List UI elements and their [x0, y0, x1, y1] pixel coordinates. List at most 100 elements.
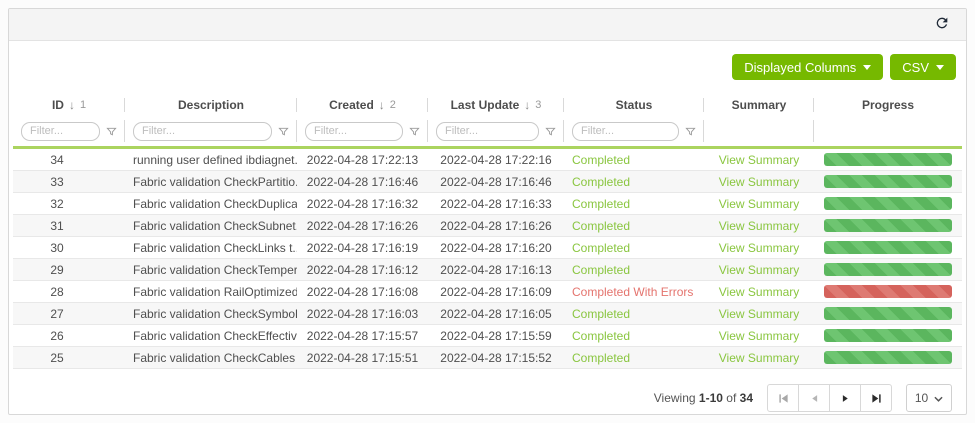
- header-cell-id[interactable]: ID ↓ 1: [13, 94, 125, 116]
- description-filter-input[interactable]: [133, 121, 272, 141]
- cell-id: 29: [50, 262, 64, 277]
- view-summary-link[interactable]: View Summary: [718, 152, 800, 167]
- cell-id: 28: [50, 284, 64, 299]
- table-actions: Displayed Columns CSV: [19, 54, 956, 80]
- csv-button[interactable]: CSV: [890, 54, 956, 80]
- previous-page-icon: [810, 394, 819, 403]
- view-summary-link[interactable]: View Summary: [718, 328, 800, 343]
- column-label: ID: [51, 98, 64, 112]
- cell-created: 2022-04-28 17:16:26: [306, 218, 419, 233]
- column-label: Summary: [731, 98, 787, 112]
- cell-id: 31: [50, 218, 64, 233]
- refresh-button[interactable]: [932, 15, 952, 35]
- header-cell-description[interactable]: Description: [125, 94, 297, 116]
- cell-description: running user defined ibdiagnet...: [133, 152, 297, 167]
- table-row: 25 Fabric validation CheckCables ... 202…: [13, 347, 962, 369]
- progress-bar: [824, 153, 952, 166]
- cell-progress: [814, 241, 962, 254]
- viewing-label: Viewing: [653, 391, 696, 405]
- filter-cell-created: [297, 116, 428, 146]
- status-badge: Completed: [572, 218, 631, 233]
- cell-created: 2022-04-28 17:22:13: [306, 152, 419, 167]
- displayed-columns-label: Displayed Columns: [744, 59, 857, 75]
- progress-bar: [824, 351, 952, 364]
- tasks-table: ID ↓ 1 Description Created ↓ 2 Last Upda…: [13, 94, 962, 369]
- filter-funnel-icon[interactable]: [545, 126, 556, 137]
- progress-bar: [824, 219, 952, 232]
- cell-description: Fabric validation CheckLinks t...: [133, 240, 297, 255]
- last-update-filter-input[interactable]: [436, 121, 539, 141]
- page-size-value: 10: [914, 391, 929, 405]
- filter-funnel-icon[interactable]: [685, 126, 696, 137]
- table-row: 34 running user defined ibdiagnet... 202…: [13, 149, 962, 171]
- table-row: 26 Fabric validation CheckEffectiv... 20…: [13, 325, 962, 347]
- filter-row: [13, 116, 962, 149]
- filter-cell-progress: [814, 116, 962, 146]
- first-page-button[interactable]: [767, 384, 799, 412]
- filter-cell-id: [13, 116, 125, 146]
- status-badge: Completed: [572, 262, 631, 277]
- cell-last-update: 2022-04-28 17:16:05: [440, 306, 552, 321]
- filter-funnel-icon[interactable]: [409, 126, 420, 137]
- status-badge: Completed With Errors: [572, 284, 694, 299]
- cell-created: 2022-04-28 17:16:32: [306, 196, 419, 211]
- header-cell-summary[interactable]: Summary: [704, 94, 814, 116]
- cell-created: 2022-04-28 17:16:12: [306, 262, 419, 277]
- status-badge: Completed: [572, 350, 631, 365]
- filter-funnel-icon[interactable]: [106, 126, 117, 137]
- filter-funnel-icon[interactable]: [278, 126, 289, 137]
- table-row: 31 Fabric validation CheckSubnet... 2022…: [13, 215, 962, 237]
- table-row: 33 Fabric validation CheckPartitio... 20…: [13, 171, 962, 193]
- sort-order-badge: 3: [535, 99, 542, 111]
- page-size-select[interactable]: 10: [906, 384, 952, 412]
- view-summary-link[interactable]: View Summary: [718, 306, 800, 321]
- column-label: Description: [177, 98, 244, 112]
- sort-desc-icon: ↓: [68, 98, 75, 112]
- header-cell-status[interactable]: Status: [564, 94, 704, 116]
- status-badge: Completed: [572, 328, 631, 343]
- cell-id: 25: [50, 350, 64, 365]
- cell-id: 30: [50, 240, 64, 255]
- tasks-panel: Displayed Columns CSV ID ↓ 1 Description…: [8, 8, 967, 415]
- filter-cell-summary: [704, 116, 814, 146]
- displayed-columns-button[interactable]: Displayed Columns: [732, 54, 884, 80]
- view-summary-link[interactable]: View Summary: [718, 284, 800, 299]
- table-body: 34 running user defined ibdiagnet... 202…: [13, 149, 962, 369]
- column-label: Status: [615, 98, 653, 112]
- view-summary-link[interactable]: View Summary: [718, 240, 800, 255]
- progress-bar: [824, 197, 952, 210]
- table-row: 27 Fabric validation CheckSymbol... 2022…: [13, 303, 962, 325]
- header-cell-created[interactable]: Created ↓ 2: [297, 94, 428, 116]
- cell-last-update: 2022-04-28 17:16:33: [440, 196, 552, 211]
- progress-bar: [824, 263, 952, 276]
- id-filter-input[interactable]: [21, 121, 100, 141]
- header-cell-progress[interactable]: Progress: [814, 94, 962, 116]
- table-row: 28 Fabric validation RailOptimized... 20…: [13, 281, 962, 303]
- status-badge: Completed: [572, 174, 631, 189]
- previous-page-button[interactable]: [798, 384, 830, 412]
- progress-bar: [824, 307, 952, 320]
- filter-cell-last-update: [428, 116, 564, 146]
- first-page-icon: [778, 393, 789, 404]
- cell-description: Fabric validation CheckDuplica...: [133, 196, 297, 211]
- chevron-down-icon: [934, 391, 943, 405]
- view-summary-link[interactable]: View Summary: [718, 196, 800, 211]
- view-summary-link[interactable]: View Summary: [718, 174, 800, 189]
- progress-bar: [824, 241, 952, 254]
- cell-id: 34: [50, 152, 64, 167]
- cell-description: Fabric validation CheckSymbol...: [133, 306, 297, 321]
- next-page-button[interactable]: [829, 384, 861, 412]
- progress-bar: [824, 329, 952, 342]
- created-filter-input[interactable]: [305, 121, 403, 141]
- last-page-button[interactable]: [860, 384, 892, 412]
- status-filter-input[interactable]: [572, 121, 679, 141]
- view-summary-link[interactable]: View Summary: [718, 218, 800, 233]
- csv-label: CSV: [902, 59, 929, 75]
- cell-description: Fabric validation CheckCables ...: [133, 350, 297, 365]
- view-summary-link[interactable]: View Summary: [718, 262, 800, 277]
- header-cell-last-update[interactable]: Last Update ↓ 3: [428, 94, 564, 116]
- sort-order-badge: 2: [389, 99, 396, 111]
- cell-progress: [814, 153, 962, 166]
- view-summary-link[interactable]: View Summary: [718, 350, 800, 365]
- cell-description: Fabric validation RailOptimized...: [133, 284, 297, 299]
